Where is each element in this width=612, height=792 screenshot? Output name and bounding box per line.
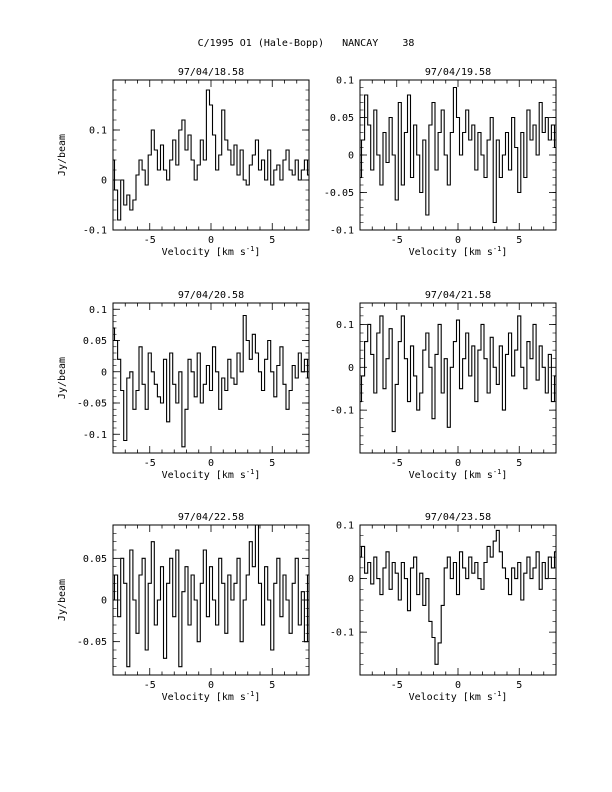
y-tick-label: 0	[101, 176, 107, 187]
chart-panel-2: 97/04/19.58 -5 0 5 -0.1 -0.05 0 0.05 0.1 Velocity…	[324, 67, 557, 258]
spectrum-line	[360, 529, 556, 665]
x-tick-label: 5	[516, 235, 522, 246]
x-axis-label: Velocity [km s-1]	[409, 468, 508, 481]
spectrum-line	[113, 314, 309, 448]
y-tick-label: 0	[101, 596, 107, 607]
plot-frame	[359, 524, 557, 676]
x-tick-label: 5	[269, 680, 275, 691]
x-tick-label: 5	[516, 680, 522, 691]
chart-title: 97/04/20.58	[178, 290, 244, 301]
y-tick-label: 0	[101, 367, 107, 378]
y-tick-label: -0.05	[324, 188, 354, 199]
chart-panel-6: 97/04/23.58 -5 0 5 -0.1 0 0.1 Velocity [km s-1]	[330, 512, 557, 703]
y-tick-label: 0	[348, 574, 354, 585]
y-tick-label: 0.05	[330, 113, 354, 124]
x-tick-label: -5	[144, 680, 156, 691]
x-tick-label: 0	[455, 458, 461, 469]
spectrum-line	[113, 89, 309, 221]
chart-title: 97/04/19.58	[425, 67, 491, 78]
chart-panel-5: 97/04/22.58 -5 0 5 -0.05 0 0.05 Velocity [km s-…	[57, 512, 310, 703]
x-tick-label: -5	[391, 235, 403, 246]
y-axis-label: Jy/beam	[57, 357, 68, 399]
y-tick-label: 0	[348, 151, 354, 162]
chart-panel-1: 97/04/18.58 -5 0 5 -0.1 0 0.1 Velocity [km s-1]…	[57, 67, 310, 258]
y-tick-label: 0	[348, 363, 354, 374]
y-tick-label: -0.1	[330, 406, 354, 417]
x-axis-label: Velocity [km s-1]	[162, 245, 261, 258]
x-tick-label: 5	[269, 458, 275, 469]
y-tick-label: -0.05	[77, 399, 107, 410]
y-axis-label: Jy/beam	[57, 579, 68, 621]
chart-title: 97/04/18.58	[178, 67, 244, 78]
y-axis-label: Jy/beam	[57, 134, 68, 176]
chart-panel-4: 97/04/21.58 -5 0 5 -0.1 0 0.1 Velocity [km s-1]	[330, 290, 557, 481]
x-tick-label: 5	[516, 458, 522, 469]
spectrum-line	[113, 525, 309, 668]
spectrum-line	[360, 315, 556, 433]
y-tick-label: -0.1	[83, 226, 107, 237]
y-tick-label: 0.1	[336, 521, 354, 532]
x-tick-label: -5	[144, 458, 156, 469]
y-tick-label: -0.1	[330, 628, 354, 639]
x-axis-label: Velocity [km s-1]	[409, 690, 508, 703]
y-tick-label: 0.05	[83, 336, 107, 347]
chart-title: 97/04/22.58	[178, 512, 244, 523]
x-tick-label: -5	[144, 235, 156, 246]
y-tick-label: 0.1	[89, 126, 107, 137]
chart-panel-3: 97/04/20.58 -5 0 5 -0.1 -0.05 0 0.05 0.1 Velocity…	[57, 290, 310, 481]
x-axis-label: Velocity [km s-1]	[162, 690, 261, 703]
y-tick-label: -0.05	[77, 637, 107, 648]
x-tick-label: 0	[208, 458, 214, 469]
y-tick-label: 0.05	[83, 554, 107, 565]
x-tick-label: -5	[391, 458, 403, 469]
x-tick-label: 0	[455, 680, 461, 691]
x-tick-label: 5	[269, 235, 275, 246]
y-tick-label: 0.1	[336, 320, 354, 331]
y-tick-label: -0.1	[330, 226, 354, 237]
x-axis-label: Velocity [km s-1]	[409, 245, 508, 258]
spectrum-line	[360, 86, 556, 224]
x-axis-label: Velocity [km s-1]	[162, 468, 261, 481]
x-tick-label: -5	[391, 680, 403, 691]
page-title: C/1995 O1 (Hale-Bopp) NANCAY 38	[197, 38, 415, 49]
y-tick-label: 0.1	[89, 305, 107, 316]
x-tick-label: 0	[455, 235, 461, 246]
y-tick-label: -0.1	[83, 430, 107, 441]
plot-frame	[112, 79, 310, 231]
chart-title: 97/04/21.58	[425, 290, 491, 301]
chart-title: 97/04/23.58	[425, 512, 491, 523]
y-tick-label: 0.1	[336, 76, 354, 87]
x-tick-label: 0	[208, 235, 214, 246]
x-tick-label: 0	[208, 680, 214, 691]
